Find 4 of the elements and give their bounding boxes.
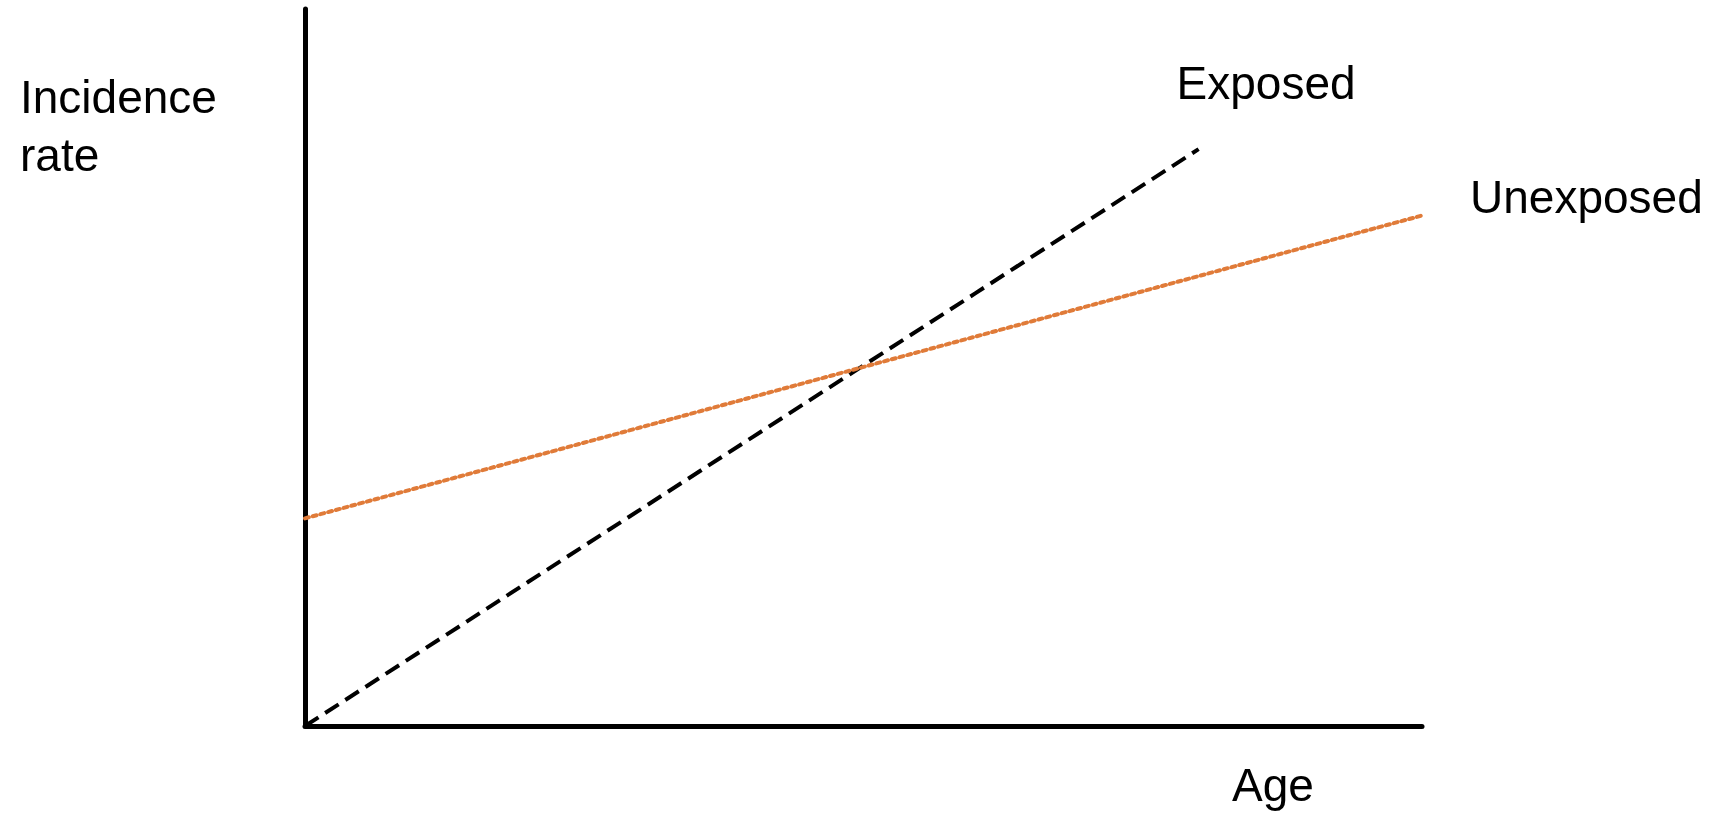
- series-label: Unexposed: [1470, 170, 1703, 223]
- y-axis-title: Incidence rate: [20, 71, 230, 181]
- series-label: Exposed: [1176, 57, 1356, 110]
- x-axis-title: Age: [1232, 759, 1314, 811]
